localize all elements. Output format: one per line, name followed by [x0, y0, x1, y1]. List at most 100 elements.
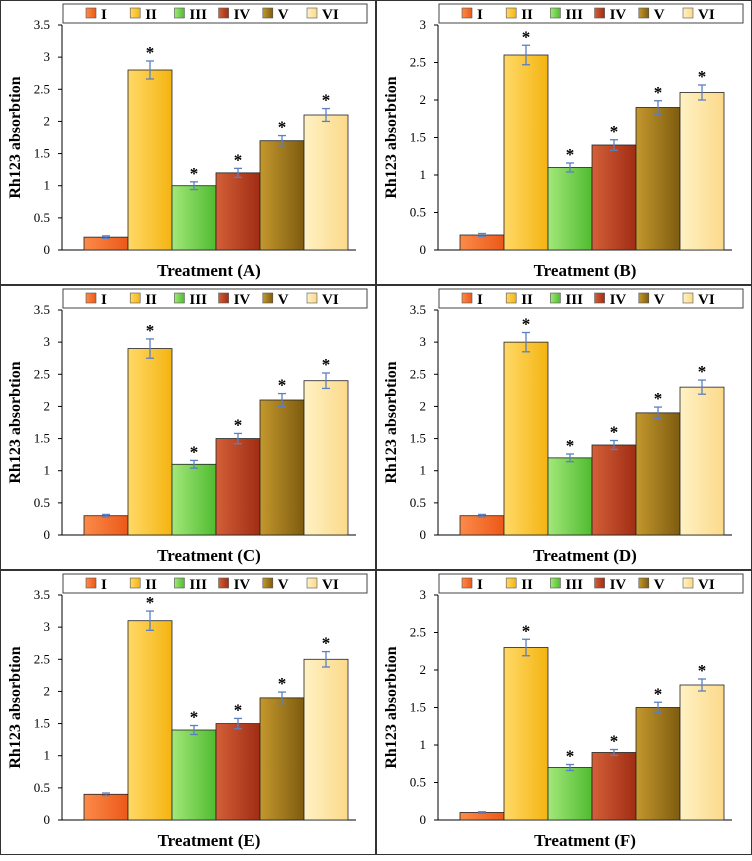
significance-star: * [522, 315, 531, 334]
y-tick-label: 0 [420, 812, 427, 827]
significance-star: * [146, 321, 155, 340]
y-axis-title: Rh123 absorbtion [7, 361, 24, 483]
bar-iv [591, 444, 637, 536]
bar-vi [679, 386, 725, 536]
bar-iii [547, 457, 593, 536]
bar-iii [171, 463, 217, 536]
legend-label-i: I [477, 7, 483, 23]
legend-swatch-ii [129, 7, 141, 19]
legend-swatch-iii [174, 292, 185, 304]
legend-swatch-ii [505, 292, 517, 304]
y-tick-label: 2 [44, 398, 51, 413]
y-tick-label: 0.5 [34, 495, 50, 510]
y-tick-label: 0.5 [410, 495, 426, 510]
y-tick-label: 0 [420, 527, 427, 542]
legend-swatch-iii [550, 7, 561, 19]
significance-star: * [610, 732, 619, 751]
bar-iv [591, 752, 637, 821]
legend-label-iii: III [189, 7, 207, 23]
bar-i [83, 793, 129, 821]
y-tick-label: 2 [420, 92, 427, 107]
y-tick-label: 1 [420, 167, 427, 182]
y-tick-label: 1.5 [410, 431, 426, 446]
legend-swatch-ii [505, 577, 517, 589]
legend-label-iv: IV [234, 7, 251, 23]
y-tick-label: 1.5 [410, 700, 426, 715]
y-axis-title: Rh123 absorbtion [383, 646, 400, 768]
y-tick-label: 3.5 [34, 587, 50, 602]
legend-swatch-i [461, 7, 473, 19]
legend-label-iv: IV [234, 292, 251, 308]
legend-label-vi: VI [322, 7, 339, 23]
bar-ii [503, 54, 549, 251]
y-axis-title: Rh123 absorbtion [383, 361, 400, 483]
legend-label-iv: IV [610, 292, 627, 308]
legend-swatch-v [262, 292, 274, 304]
legend-swatch-iv [218, 292, 229, 304]
legend-swatch-v [638, 577, 650, 589]
bar-iv [591, 144, 637, 251]
y-tick-label: 1 [44, 748, 51, 763]
y-tick-label: 1 [44, 463, 51, 478]
x-axis-title: Treatment (C) [157, 546, 261, 565]
legend-label-iii: III [565, 7, 583, 23]
legend: I II III IV V VI [438, 3, 744, 24]
bar-i [459, 515, 505, 536]
y-tick-label: 2.5 [410, 625, 426, 640]
significance-star: * [610, 423, 619, 442]
y-tick-label: 0.5 [34, 210, 50, 225]
y-tick-label: 2 [44, 683, 51, 698]
legend-swatch-ii [129, 292, 141, 304]
legend-swatch-vi [306, 292, 318, 304]
y-tick-label: 1.5 [34, 431, 50, 446]
legend-swatch-v [638, 7, 650, 19]
legend-swatch-ii [505, 7, 517, 19]
y-axis-title: Rh123 absorbtion [7, 76, 24, 198]
significance-star: * [566, 747, 575, 766]
legend: I II III IV V VI [62, 573, 368, 594]
y-tick-label: 3 [420, 334, 427, 349]
bar-vi [679, 92, 725, 251]
significance-star: * [278, 118, 287, 137]
legend-label-vi: VI [698, 292, 715, 308]
bar-v [635, 707, 681, 821]
significance-star: * [566, 145, 575, 164]
legend-label-ii: II [521, 7, 533, 23]
x-axis-title: Treatment (F) [534, 831, 636, 850]
legend-swatch-v [262, 577, 274, 589]
significance-star: * [322, 91, 331, 110]
significance-star: * [654, 389, 663, 408]
legend-label-v: V [278, 577, 289, 593]
y-tick-label: 0.5 [410, 775, 426, 790]
legend-label-i: I [477, 292, 483, 308]
legend-label-vi: VI [322, 577, 339, 593]
y-tick-label: 2 [44, 113, 51, 128]
bar-ii [127, 69, 173, 251]
legend-label-v: V [654, 292, 665, 308]
legend-label-v: V [278, 7, 289, 23]
significance-star: * [278, 376, 287, 395]
chart-panel-a: I II III IV V VI00.511.522.533.5*****Treatmen… [0, 0, 376, 285]
bar-v [259, 140, 305, 251]
significance-star: * [522, 27, 531, 46]
legend-swatch-iv [594, 292, 605, 304]
legend-swatch-iii [174, 7, 185, 19]
legend: I II III IV V VI [438, 288, 744, 309]
significance-star: * [146, 593, 155, 612]
legend-swatch-i [85, 577, 97, 589]
bar-i [83, 515, 129, 536]
legend-label-ii: II [521, 292, 533, 308]
x-axis-title: Treatment (A) [157, 261, 261, 280]
y-tick-label: 0 [420, 242, 427, 257]
legend-label-iv: IV [610, 577, 627, 593]
significance-star: * [654, 684, 663, 703]
y-tick-label: 1 [420, 463, 427, 478]
significance-star: * [698, 661, 707, 680]
bar-ii [503, 647, 549, 821]
bar-iii [547, 167, 593, 251]
legend-swatch-v [262, 7, 274, 19]
y-tick-label: 3.5 [34, 17, 50, 32]
legend-label-iv: IV [610, 7, 627, 23]
